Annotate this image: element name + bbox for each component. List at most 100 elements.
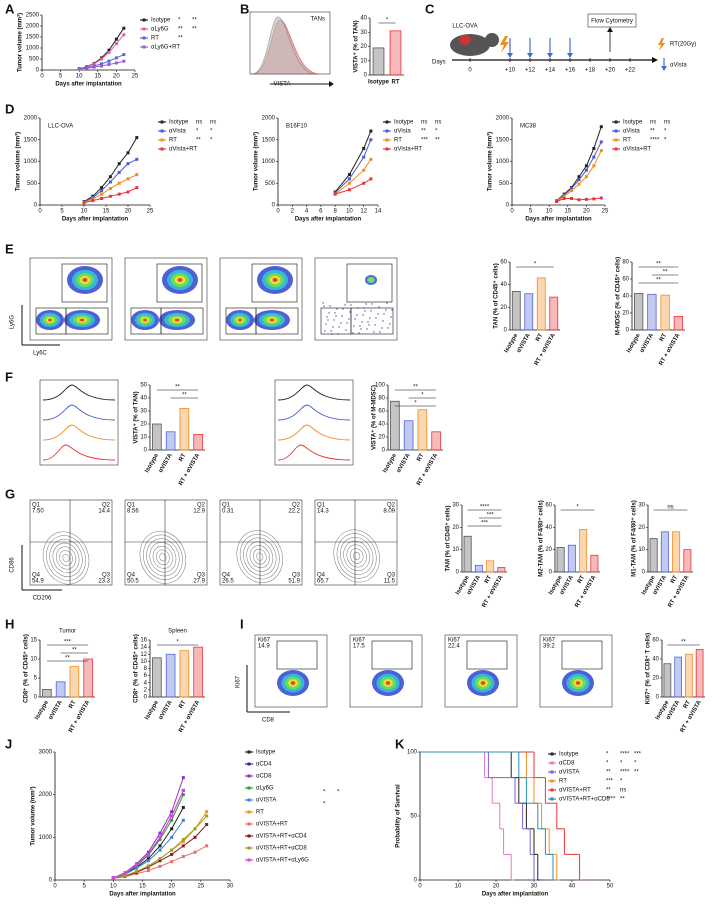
density-blob: [143, 318, 147, 322]
x-tick-label: 10: [455, 884, 462, 890]
point: [369, 129, 373, 133]
flow-axis: Ly6C: [33, 351, 47, 357]
x-tick-label: 0: [418, 884, 422, 890]
contour: [353, 551, 361, 560]
legend-marker: [614, 120, 618, 124]
y-tick-label: 1000: [24, 159, 38, 165]
density-blob: [575, 681, 581, 685]
point: [181, 840, 185, 844]
legend-label: αVista: [623, 129, 640, 135]
bar: [511, 291, 521, 331]
significance: *: [606, 752, 609, 758]
y-tick-label: 20: [652, 676, 659, 682]
bar: [536, 277, 546, 331]
point: [205, 823, 209, 827]
gate-name: Ki67: [258, 638, 271, 644]
day-tick: +12: [525, 68, 536, 74]
point: [135, 173, 139, 177]
arrow-head: [567, 53, 573, 58]
point: [577, 178, 581, 182]
contour: [139, 530, 187, 584]
point: [108, 180, 112, 184]
point: [126, 162, 130, 166]
tumor: [459, 35, 471, 45]
bar: [660, 531, 669, 573]
point: [117, 170, 121, 174]
legend-marker: [142, 36, 146, 40]
point: [181, 776, 185, 780]
y-axis-label: Tumor volume (mm³): [30, 786, 37, 845]
y-tick-label: 80: [378, 396, 385, 402]
dot: [327, 319, 329, 321]
point: [135, 186, 139, 190]
point: [170, 835, 174, 839]
gate: [65, 307, 109, 335]
point: [126, 190, 130, 194]
y-tick-label: 15: [30, 638, 37, 644]
point: [158, 857, 162, 861]
bar: [165, 653, 176, 698]
y-tick-label: 40: [378, 422, 385, 428]
y-axis-label: Tumor volume (mm³): [17, 13, 24, 72]
y-tick-label: 100: [407, 750, 418, 756]
legend-marker: [385, 147, 389, 151]
legend-marker: [550, 761, 554, 765]
panel-letter: B: [240, 1, 249, 16]
x-tick-label: 5: [59, 74, 63, 80]
point: [114, 61, 118, 65]
x-tick-label: 15: [94, 74, 101, 80]
dot: [367, 321, 369, 323]
significance: **: [192, 27, 197, 33]
y-tick-label: 3000: [39, 750, 53, 756]
y-tick-label: 40: [652, 657, 659, 663]
legend-marker: [142, 18, 146, 22]
quadrant-name: Q3: [387, 573, 396, 579]
point: [369, 138, 373, 142]
significance: ns: [421, 120, 427, 126]
gate: [156, 263, 203, 303]
mouse-head: [485, 33, 499, 47]
bar: [660, 294, 670, 331]
bar: [673, 315, 684, 331]
quadrant-name: Q4: [32, 573, 41, 579]
histogram: [277, 424, 351, 441]
bar: [649, 538, 658, 573]
legend-label: αVista+RT: [394, 147, 422, 153]
y-axis-label: Tumor volume (mm³): [487, 132, 494, 191]
contour: [236, 530, 283, 584]
dot: [360, 328, 362, 330]
x-tick-label: 14: [375, 209, 382, 215]
quadrant-value: 27.9: [193, 579, 205, 585]
x-tick-label: Isotype: [368, 80, 390, 86]
y-tick-label: 0: [49, 878, 53, 884]
point: [158, 837, 162, 841]
legend-label: RT: [623, 138, 631, 144]
point: [122, 33, 126, 37]
point: [122, 59, 126, 63]
significance: *: [386, 18, 389, 24]
legend-marker: [160, 138, 164, 142]
dot: [345, 329, 347, 331]
y-tick-label: 0: [144, 448, 148, 454]
point: [135, 863, 139, 867]
legend-label: αCD8: [559, 761, 575, 767]
contour: [349, 548, 364, 564]
point: [146, 857, 150, 861]
y-axis-label: VISTA⁺ (% of M-MDSC): [371, 385, 378, 450]
x-tick-label: 10: [346, 209, 353, 215]
dot: [354, 318, 356, 320]
x-tick-label: 5: [60, 209, 64, 215]
legend-label: αCD8: [256, 774, 272, 780]
quadrant-value: 7.50: [32, 509, 44, 515]
bar: [579, 529, 588, 573]
x-tick-label: RT: [178, 700, 187, 710]
quadrant-name: Q2: [292, 503, 301, 509]
y-tick-label: 2: [144, 687, 148, 693]
days-label: Days: [432, 60, 446, 66]
bar: [417, 409, 428, 451]
point: [170, 848, 174, 852]
x-tick-label: 30: [227, 884, 234, 890]
quadrant-name: Q4: [127, 573, 136, 579]
dot: [374, 324, 376, 326]
gate-value: 17.5: [353, 644, 365, 650]
